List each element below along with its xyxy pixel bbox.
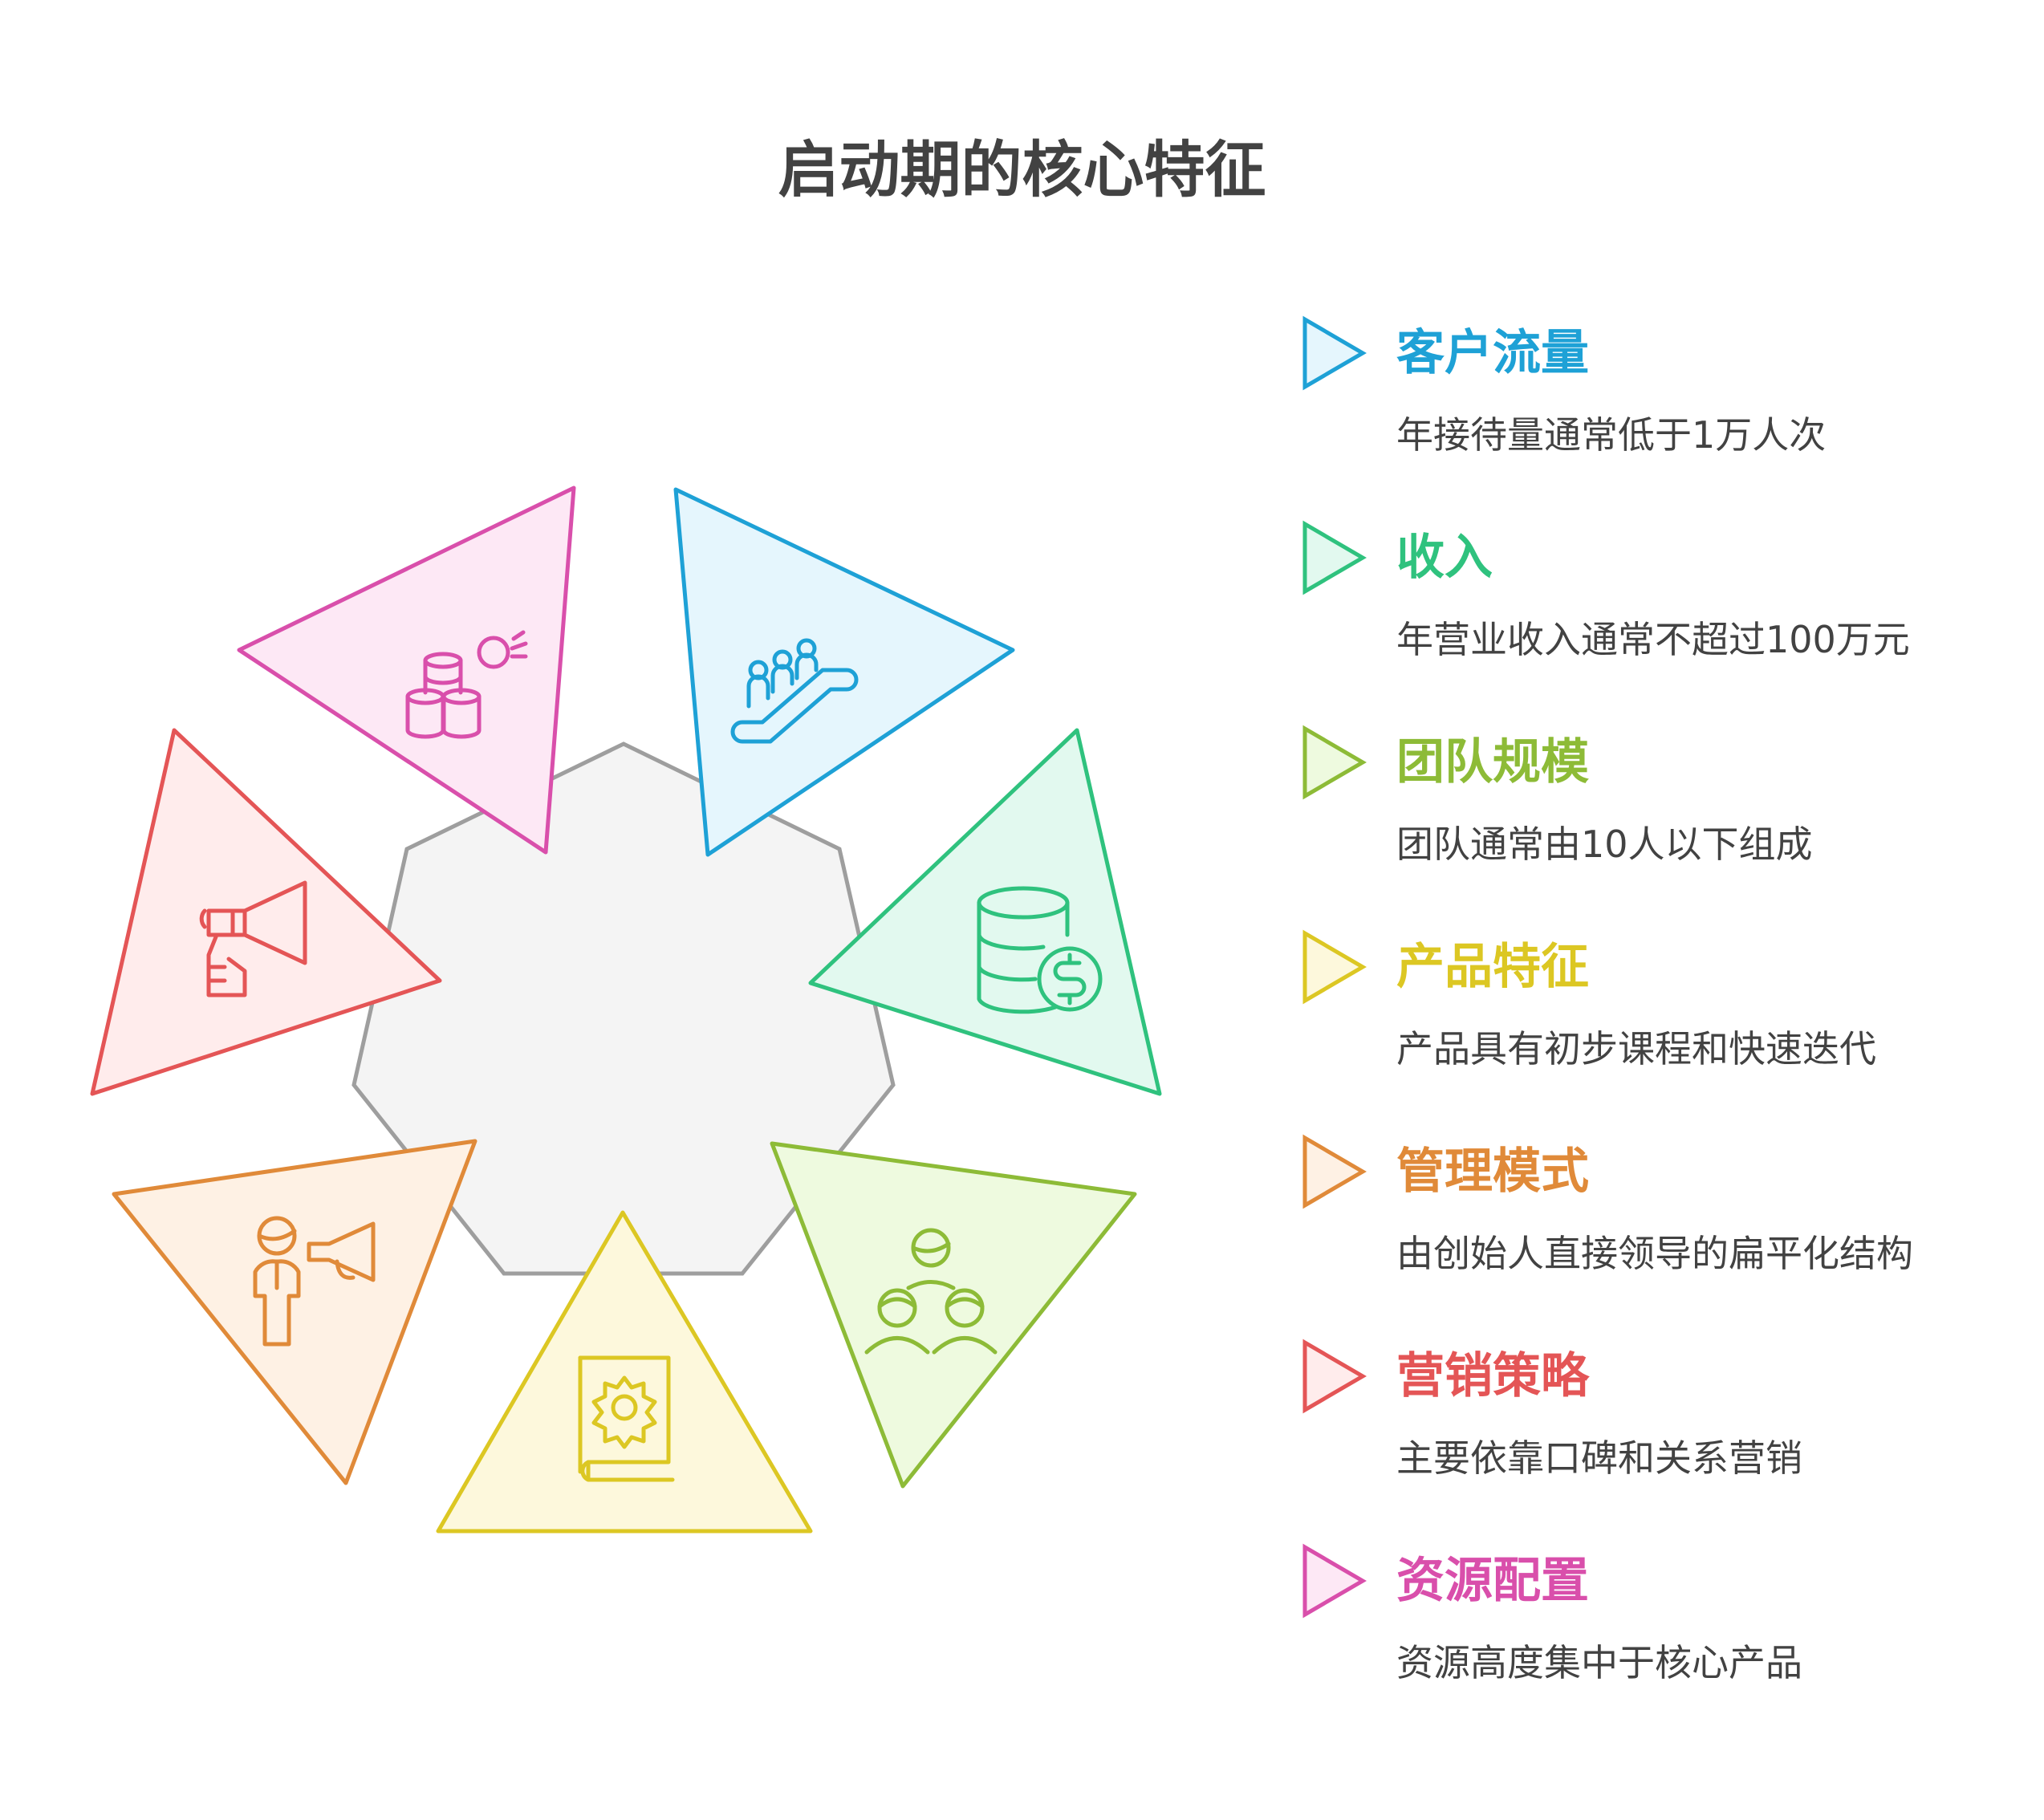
legend-title: 产品特征 <box>1396 939 1589 995</box>
legend-title: 收入 <box>1396 530 1493 586</box>
legend-description: 产品具有初步课程和快速迭代 <box>1396 1027 1876 1070</box>
legend-title: 管理模式 <box>1396 1144 1589 1200</box>
leader-megaphone-icon <box>253 1216 376 1347</box>
legend-item-marketing-strategy: 营销策略 主要依靠口碑和关系营销 <box>1292 1336 2014 1513</box>
triangle-segments <box>90 485 1162 1534</box>
legend-description: 年接待量通常低于1万人次 <box>1396 413 1827 457</box>
megaphone-hand-icon <box>199 880 307 997</box>
triangle-segment-6 <box>90 728 442 1096</box>
triangle-segment-3 <box>770 1141 1137 1489</box>
page-title: 启动期的核心特征 <box>778 134 1266 205</box>
legend-title: 资源配置 <box>1396 1553 1589 1609</box>
triangle-marker-icon <box>1302 725 1367 800</box>
legend-item-team-size: 团队规模 团队通常由10人以下组成 <box>1292 722 2014 899</box>
escalator-people-icon <box>730 638 859 744</box>
legend-description: 主要依靠口碑和关系营销 <box>1396 1436 1802 1480</box>
legend-description: 由创始人直接领导的扁平化结构 <box>1396 1232 1913 1275</box>
legend-item-revenue: 收入 年营业收入通常不超过100万元 <box>1292 518 2014 694</box>
triangle-marker-icon <box>1302 1543 1367 1619</box>
triangle-marker-icon <box>1302 1339 1367 1414</box>
legend-item-management-mode: 管理模式 由创始人直接领导的扁平化结构 <box>1292 1131 2014 1308</box>
triangle-segment-5 <box>112 1139 477 1485</box>
legend-item-customer-traffic: 客户流量 年接待量通常低于1万人次 <box>1292 313 2014 490</box>
resource-stack-icon <box>405 630 528 739</box>
legend-description: 资源高度集中于核心产品 <box>1396 1641 1802 1684</box>
triangle-marker-icon <box>1302 315 1367 391</box>
legend-item-product-features: 产品特征 产品具有初步课程和快速迭代 <box>1292 927 2014 1103</box>
coin-stack-dollar-icon <box>977 886 1103 1014</box>
legend-description: 年营业收入通常不超过100万元 <box>1396 618 1910 661</box>
triangle-marker-icon <box>1302 520 1367 595</box>
book-gear-icon <box>578 1355 675 1482</box>
legend-title: 客户流量 <box>1396 325 1589 381</box>
triangle-segment-4 <box>436 1210 813 1534</box>
triangle-segment-7 <box>237 485 576 855</box>
triangle-marker-icon <box>1302 929 1367 1005</box>
legend-title: 团队规模 <box>1396 734 1589 790</box>
triangle-marker-icon <box>1302 1134 1367 1209</box>
legend-title: 营销策略 <box>1396 1348 1589 1404</box>
legend-description: 团队通常由10人以下组成 <box>1396 823 1813 866</box>
legend-item-resource-allocation: 资源配置 资源高度集中于核心产品 <box>1292 1541 2014 1717</box>
team-icon <box>864 1228 998 1355</box>
